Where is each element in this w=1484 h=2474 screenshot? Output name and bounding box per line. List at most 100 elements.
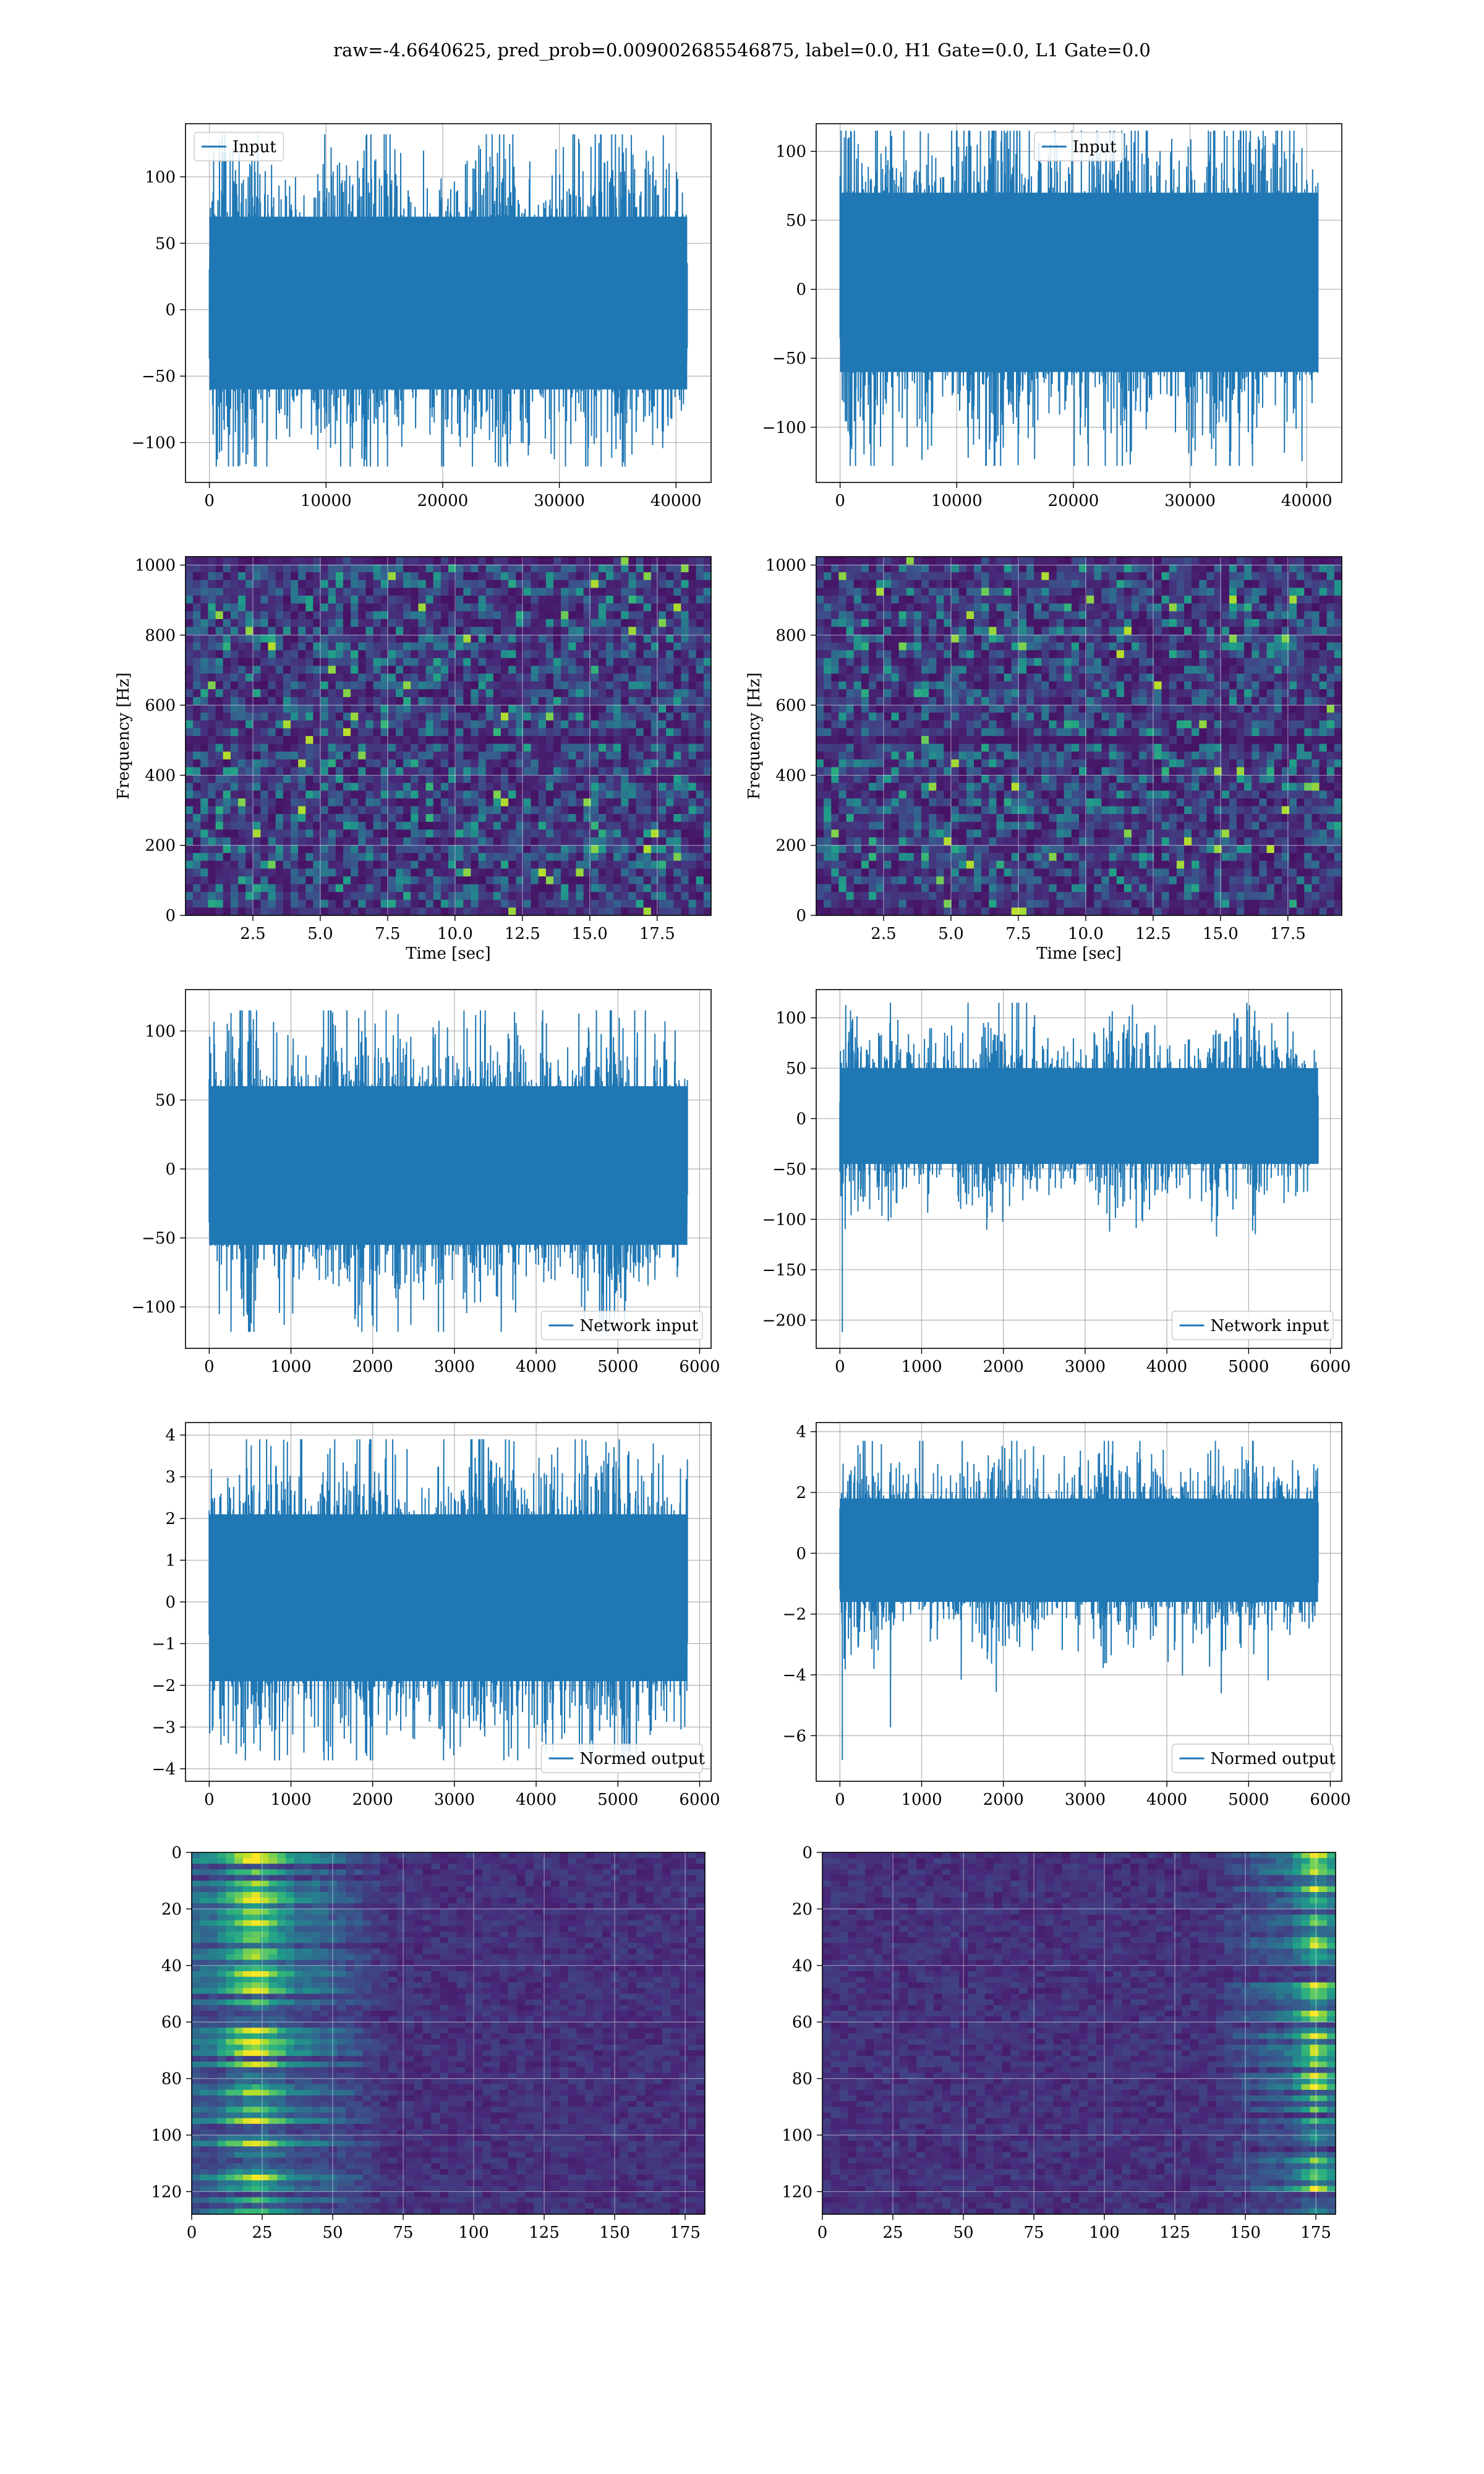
h1-spectrogram-cell bbox=[456, 814, 464, 823]
h1-spectrogram-cell bbox=[613, 751, 621, 760]
l1-spectrogram-cell bbox=[831, 821, 839, 830]
l1-spectrogram-cell bbox=[981, 892, 989, 901]
h1-spectrogram-cell bbox=[636, 790, 644, 799]
h1-spectrogram-cell bbox=[215, 782, 224, 791]
l1-spectrogram-cell bbox=[838, 713, 847, 721]
h1-spectrogram-cell bbox=[568, 806, 576, 815]
h1-spectrogram-cell bbox=[215, 736, 224, 745]
h1-spectrogram-cell bbox=[628, 782, 637, 791]
h1-spectrogram-cell bbox=[613, 720, 621, 729]
l1-spectrogram-cell bbox=[876, 642, 884, 651]
h1-spectrogram-cell bbox=[291, 853, 299, 862]
h1-spectrogram-cell bbox=[688, 821, 697, 830]
h1-spectrogram-cell bbox=[230, 681, 239, 690]
h1-spectrogram-cell bbox=[230, 829, 239, 838]
l1-spectrogram-cell bbox=[1049, 767, 1057, 776]
h1-spectrogram-cell bbox=[208, 767, 216, 776]
h1-spectrogram-cell bbox=[561, 580, 569, 588]
h1-spectrogram-cell bbox=[659, 642, 667, 651]
l1-spectrogram-cell bbox=[831, 798, 839, 807]
h1-spectrogram-cell bbox=[673, 907, 681, 915]
l1-spectrogram-cell bbox=[1056, 642, 1065, 651]
h1-spectrogram-cell bbox=[283, 814, 291, 823]
h1-spectrogram-cell bbox=[425, 650, 434, 659]
l1-spectrogram-cell bbox=[944, 751, 952, 760]
l1-spectrogram-cell bbox=[958, 751, 967, 760]
h1-spectrogram-cell bbox=[335, 837, 344, 846]
l1-spectrogram-cell bbox=[824, 853, 832, 862]
h1-spectrogram-cell bbox=[598, 666, 607, 674]
h1-spectrogram-cell bbox=[320, 564, 329, 573]
l1-spectrogram-cell bbox=[1079, 657, 1087, 667]
l1-spectrogram-cell bbox=[838, 876, 847, 885]
h1-spectrogram-cell bbox=[568, 611, 576, 620]
h1-spectrogram-cell bbox=[471, 618, 479, 628]
h1-spectrogram-cell bbox=[628, 627, 637, 635]
l1-spectrogram-cell bbox=[936, 814, 944, 823]
l1-spectrogram-cell bbox=[853, 868, 862, 877]
h1-spectrogram-cell bbox=[388, 713, 396, 721]
l1-spectrogram-cell bbox=[981, 743, 989, 752]
h1-spectrogram-cell bbox=[351, 681, 359, 690]
h1-spectrogram-cell bbox=[591, 899, 599, 908]
l1-spectrogram-cell bbox=[861, 681, 869, 690]
h1-spectrogram-cell bbox=[260, 798, 269, 807]
h1-spectrogram-cell bbox=[335, 681, 344, 690]
l1-spectrogram-cell bbox=[824, 564, 832, 573]
h1-spectrogram-cell bbox=[208, 775, 216, 784]
h1-spectrogram-cell bbox=[643, 907, 652, 915]
h1-spectrogram-cell bbox=[659, 697, 667, 706]
h1-spectrogram-cell bbox=[305, 674, 313, 682]
h1-spectrogram-cell bbox=[425, 868, 434, 877]
l1-spectrogram-cell bbox=[1018, 821, 1027, 830]
l1-spectrogram-cell bbox=[1026, 759, 1034, 768]
h1-spectrogram-cell bbox=[673, 837, 681, 846]
h1-spectrogram-cell bbox=[666, 853, 674, 862]
h1-spectrogram-cell bbox=[200, 853, 208, 862]
h1-spectrogram-cell bbox=[403, 798, 411, 807]
h1-spectrogram-cell bbox=[666, 557, 674, 565]
h1-spectrogram-cell bbox=[628, 790, 637, 799]
l1-spectrogram-cell bbox=[1026, 580, 1034, 588]
h1-spectrogram-cell bbox=[380, 736, 389, 745]
h1-spectrogram-cell bbox=[463, 814, 471, 823]
h1-spectrogram-cell bbox=[673, 611, 681, 620]
h1-spectrogram-cell bbox=[523, 689, 532, 698]
h1-spectrogram-cell bbox=[193, 611, 201, 620]
h1-spectrogram-cell bbox=[320, 681, 329, 690]
l1-spectrogram-cell bbox=[816, 853, 824, 862]
l1-spectrogram-cell bbox=[1034, 618, 1042, 628]
h1-spectrogram-cell bbox=[456, 853, 464, 862]
h1-spectrogram-cell bbox=[208, 650, 216, 659]
l1-spectrogram-cell bbox=[831, 806, 839, 815]
l1-spectrogram-cell bbox=[906, 588, 915, 596]
h1-spectrogram-cell bbox=[291, 635, 299, 643]
h1-spectrogram-cell bbox=[380, 767, 389, 776]
h1-spectrogram-cell bbox=[501, 674, 509, 682]
h1-spectrogram-cell bbox=[553, 627, 561, 635]
l1-spectrogram-cell bbox=[838, 899, 847, 908]
h1-spectrogram-cell bbox=[553, 751, 561, 760]
h1-spectrogram-cell bbox=[380, 798, 389, 807]
h1-spectrogram-cell bbox=[291, 627, 299, 635]
l1-spectrogram-cell bbox=[1049, 650, 1057, 659]
h1-spectrogram-cell bbox=[440, 798, 449, 807]
h1-spectrogram-cell bbox=[245, 829, 254, 838]
h1-spectrogram-cell bbox=[268, 564, 276, 573]
h1-spectrogram-cell bbox=[208, 666, 216, 674]
l1-spectrogram-cell bbox=[853, 564, 862, 573]
l1-spectrogram-cell bbox=[869, 564, 877, 573]
h1-spectrogram-cell bbox=[253, 635, 261, 643]
l1-spectrogram-cell bbox=[861, 627, 869, 635]
h1-spectrogram-cell bbox=[493, 572, 501, 581]
l1-spectrogram-cell bbox=[929, 666, 937, 674]
l1-spectrogram-cell bbox=[989, 767, 997, 776]
h1-spectrogram-cell bbox=[456, 704, 464, 713]
l1-spectrogram-cell bbox=[1034, 868, 1042, 877]
l1-spectrogram-cell bbox=[853, 892, 862, 901]
h1-spectrogram-ytick-label: 1000 bbox=[135, 557, 176, 575]
h1-spectrogram-cell bbox=[621, 697, 629, 706]
h1-spectrogram-cell bbox=[245, 759, 254, 768]
l1-spectrogram-cell bbox=[831, 704, 839, 713]
l1-spectrogram-cell bbox=[989, 603, 997, 612]
